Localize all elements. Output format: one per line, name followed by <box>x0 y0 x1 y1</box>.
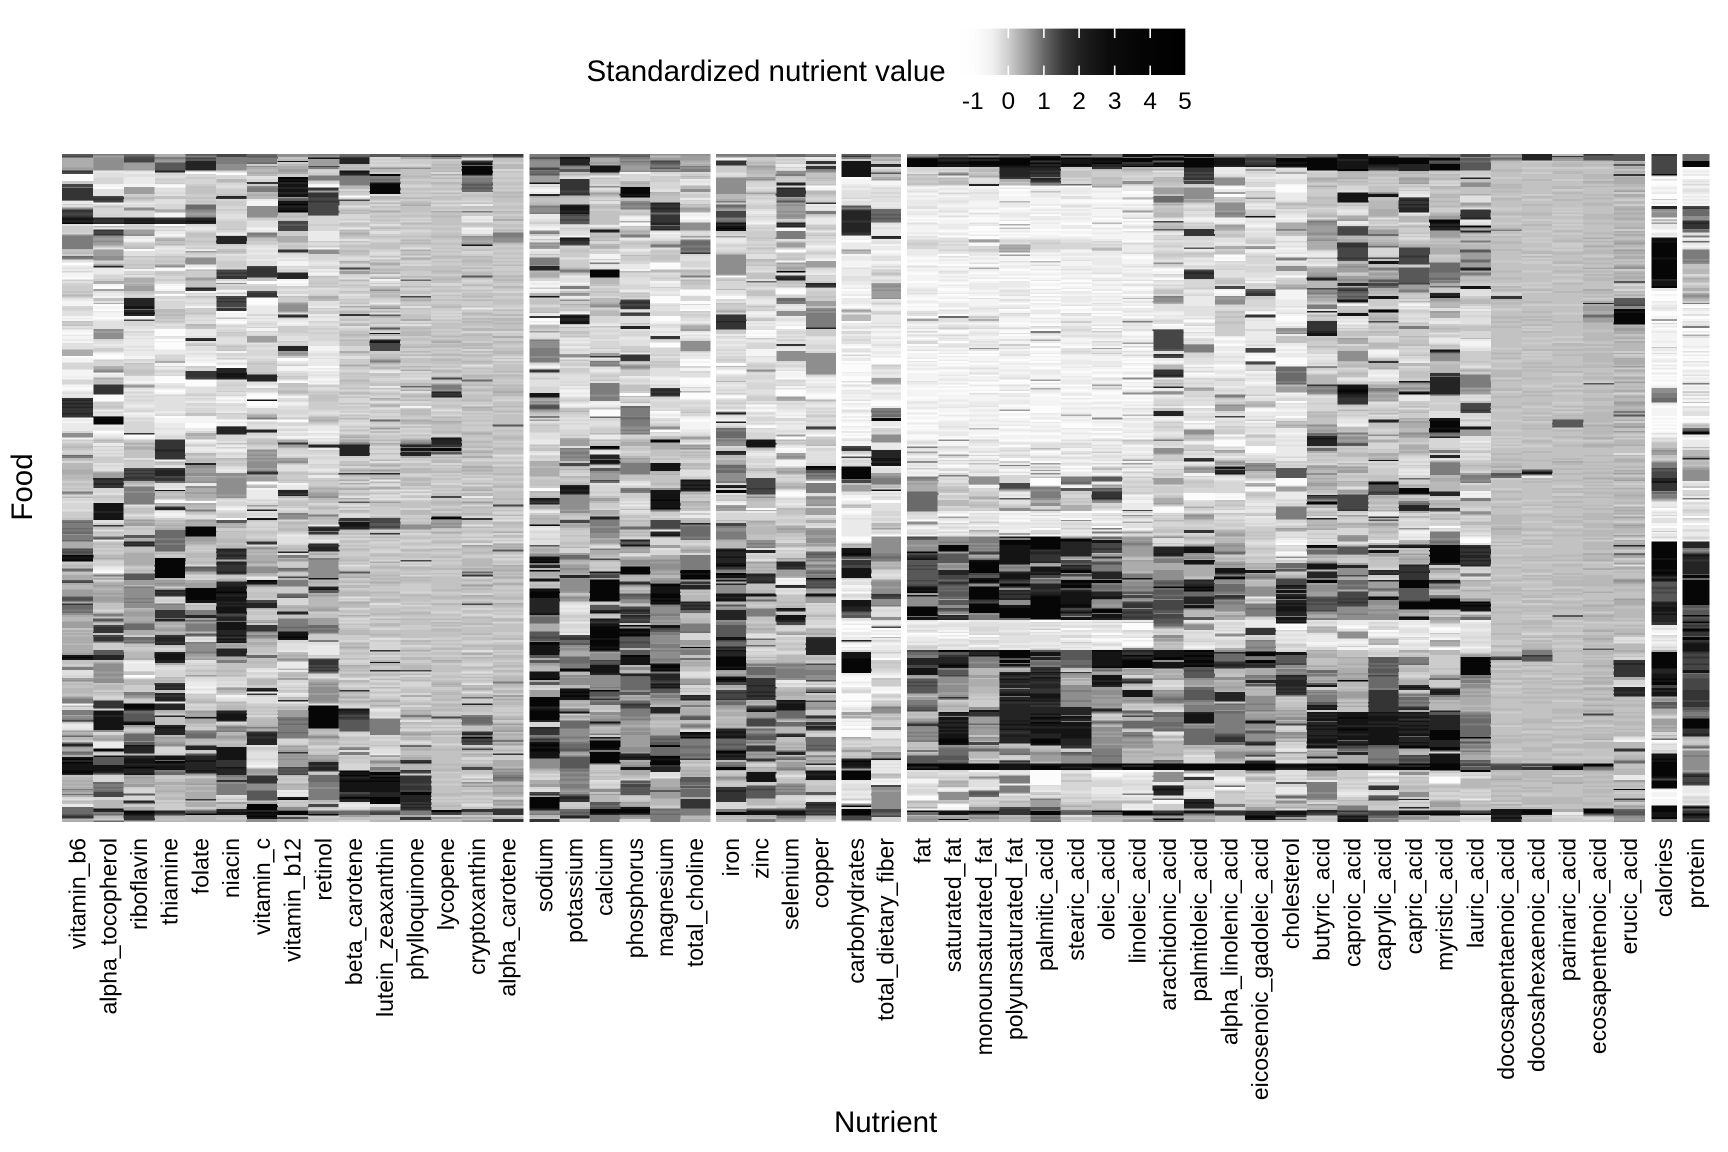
svg-text:alpha_tocopherol: alpha_tocopherol <box>95 838 121 1014</box>
svg-text:myristic_acid: myristic_acid <box>1432 838 1458 971</box>
svg-text:4: 4 <box>1143 88 1157 115</box>
svg-text:oleic_acid: oleic_acid <box>1094 838 1120 940</box>
svg-text:total_dietary_fiber: total_dietary_fiber <box>873 838 899 1021</box>
svg-text:docosapentaenoic_acid: docosapentaenoic_acid <box>1493 838 1519 1080</box>
svg-text:vitamin_c: vitamin_c <box>249 838 275 935</box>
svg-text:lauric_acid: lauric_acid <box>1462 838 1488 948</box>
svg-text:erucic_acid: erucic_acid <box>1616 838 1642 954</box>
svg-text:1: 1 <box>1037 88 1051 115</box>
svg-text:calcium: calcium <box>592 838 618 916</box>
svg-text:docosahexaenoic_acid: docosahexaenoic_acid <box>1524 838 1550 1072</box>
svg-text:folate: folate <box>187 838 213 894</box>
svg-text:fat: fat <box>909 837 935 863</box>
svg-text:polyunsaturated_fat: polyunsaturated_fat <box>1002 837 1028 1040</box>
svg-text:sodium: sodium <box>532 838 558 912</box>
svg-text:-1: -1 <box>962 88 984 115</box>
svg-text:alpha_linolenic_acid: alpha_linolenic_acid <box>1217 838 1243 1045</box>
svg-text:capric_acid: capric_acid <box>1401 838 1427 954</box>
svg-text:3: 3 <box>1108 88 1122 115</box>
svg-text:stearic_acid: stearic_acid <box>1063 838 1089 961</box>
svg-text:calories: calories <box>1651 838 1677 917</box>
svg-text:magnesium: magnesium <box>652 838 678 957</box>
svg-text:riboflavin: riboflavin <box>126 838 152 930</box>
svg-text:caprylic_acid: caprylic_acid <box>1370 838 1396 971</box>
svg-text:selenium: selenium <box>778 838 804 930</box>
svg-text:vitamin_b12: vitamin_b12 <box>280 838 306 962</box>
svg-text:Standardized nutrient value: Standardized nutrient value <box>587 55 946 88</box>
svg-text:butyric_acid: butyric_acid <box>1309 838 1335 961</box>
svg-text:Nutrient: Nutrient <box>834 1106 937 1139</box>
svg-text:monounsaturated_fat: monounsaturated_fat <box>971 837 997 1055</box>
svg-text:parinaric_acid: parinaric_acid <box>1554 838 1580 981</box>
svg-text:beta_carotene: beta_carotene <box>341 838 367 985</box>
svg-text:iron: iron <box>718 838 744 876</box>
svg-text:zinc: zinc <box>748 838 774 879</box>
svg-text:palmitic_acid: palmitic_acid <box>1032 838 1058 971</box>
svg-text:eicosenoic_gadoleic_acid: eicosenoic_gadoleic_acid <box>1247 838 1273 1100</box>
svg-text:saturated_fat: saturated_fat <box>940 837 966 972</box>
svg-text:0: 0 <box>1001 88 1015 115</box>
svg-text:Food: Food <box>6 453 39 520</box>
svg-text:alpha_carotene: alpha_carotene <box>495 838 521 997</box>
svg-text:vitamin_b6: vitamin_b6 <box>65 838 91 949</box>
svg-text:potassium: potassium <box>562 838 588 943</box>
svg-text:niacin: niacin <box>218 838 244 898</box>
svg-text:carbohydrates: carbohydrates <box>843 838 869 984</box>
svg-text:5: 5 <box>1178 88 1192 115</box>
svg-text:ecosapentenoic_acid: ecosapentenoic_acid <box>1585 838 1611 1054</box>
svg-text:lycopene: lycopene <box>433 838 459 930</box>
svg-text:2: 2 <box>1072 88 1086 115</box>
svg-text:phylloquinone: phylloquinone <box>403 838 429 980</box>
svg-text:total_choline: total_choline <box>682 838 708 967</box>
svg-text:lutein_zeaxanthin: lutein_zeaxanthin <box>372 838 398 1017</box>
svg-text:caproic_acid: caproic_acid <box>1339 838 1365 967</box>
svg-text:phosphorus: phosphorus <box>622 838 648 958</box>
svg-text:palmitoleic_acid: palmitoleic_acid <box>1186 838 1212 1002</box>
svg-text:arachidonic_acid: arachidonic_acid <box>1155 838 1181 1011</box>
svg-text:cryptoxanthin: cryptoxanthin <box>464 838 490 975</box>
svg-text:thiamine: thiamine <box>157 838 183 925</box>
svg-text:cholesterol: cholesterol <box>1278 838 1304 949</box>
svg-text:linoleic_acid: linoleic_acid <box>1124 838 1150 963</box>
svg-text:retinol: retinol <box>310 838 336 901</box>
svg-text:protein: protein <box>1683 838 1709 908</box>
svg-text:copper: copper <box>808 838 834 909</box>
